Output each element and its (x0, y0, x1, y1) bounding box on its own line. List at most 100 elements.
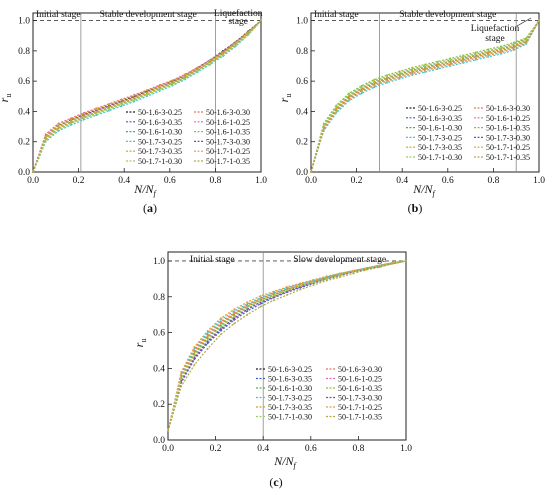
data-point (82, 115, 85, 117)
chart-panel-b: 0.0 0.2 0.4 0.6 0.8 1.0 0.0 0.2 0.4 0.6 0.8 1.0 Init… (277, 10, 545, 215)
data-point (500, 51, 502, 54)
data-point (411, 66, 414, 69)
data-point (220, 326, 222, 329)
data-point (378, 266, 381, 269)
y-axis-title: ru (132, 339, 148, 348)
data-point (259, 298, 262, 301)
data-point (246, 306, 249, 309)
legend-entry: 50-1.7-1-0.35 (206, 157, 250, 166)
data-point (233, 310, 236, 312)
y-tick-label: 0.2 (18, 138, 30, 148)
data-point (184, 74, 186, 76)
data-point (474, 53, 477, 55)
data-point (386, 77, 388, 79)
data-point (348, 99, 350, 102)
legend-entry: 50-1.6-1-0.30 (268, 384, 312, 393)
data-point (462, 57, 464, 60)
data-point (44, 134, 47, 137)
data-point (462, 60, 464, 63)
data-point (193, 346, 196, 348)
legend-entry: 50-1.6-3-0.25 (268, 365, 312, 374)
plot-frame (310, 12, 540, 173)
data-point (133, 100, 136, 103)
data-point (411, 68, 414, 70)
data-point (449, 60, 452, 63)
data-point (222, 54, 224, 57)
legend-entry: 50-1.6-1-0.35 (206, 128, 250, 137)
data-point (233, 308, 236, 311)
data-point (322, 127, 325, 129)
data-point (95, 108, 98, 111)
data-point (405, 260, 407, 262)
data-point (259, 303, 262, 305)
stage-label-initial: Initial stage (36, 10, 81, 20)
data-point (325, 275, 328, 278)
data-point (325, 278, 328, 280)
data-point (272, 299, 275, 302)
data-point (158, 86, 161, 89)
y-tick-label: 0.0 (153, 436, 165, 446)
data-point (373, 84, 376, 87)
data-point (171, 79, 174, 82)
y-tick-label: 0.6 (153, 329, 165, 339)
data-point (474, 54, 477, 57)
data-point (171, 84, 174, 86)
data-point (184, 78, 186, 80)
data-point (436, 63, 439, 66)
data-point (462, 54, 464, 57)
data-point (436, 65, 439, 67)
data-point (312, 281, 315, 284)
data-point (259, 300, 262, 303)
data-point (180, 385, 183, 388)
data-point (512, 41, 515, 44)
data-point (220, 317, 222, 320)
data-point (335, 106, 338, 108)
data-point (500, 45, 502, 48)
stage-label-liquefaction-2: stage (485, 34, 505, 44)
legend-entry: 50-1.7-3-0.30 (206, 137, 250, 146)
data-point (193, 363, 196, 366)
data-point (391, 262, 394, 265)
data-point (487, 56, 490, 58)
data-point (310, 171, 312, 173)
x-tick-label: 0.4 (396, 176, 408, 186)
legend-entry: 50-1.6-1-0.25 (486, 114, 530, 123)
legend-entry: 50-1.6-1-0.30 (138, 128, 182, 137)
y-tick-label: 0.4 (153, 364, 165, 374)
y-tick-label: 0.8 (153, 293, 165, 303)
x-tick-label: 0.4 (118, 176, 130, 186)
data-point (424, 68, 426, 70)
data-point (325, 279, 328, 282)
data-point (462, 59, 464, 61)
data-point (259, 296, 262, 299)
data-point (193, 347, 196, 350)
data-point (398, 74, 401, 77)
y-tick-label: 0.0 (296, 168, 308, 178)
data-point (70, 119, 72, 122)
data-point (525, 37, 528, 39)
legend-entry: 50-1.7-3-0.25 (138, 137, 182, 146)
legend-entry: 50-1.7-1-0.35 (486, 153, 530, 162)
data-point (386, 80, 388, 82)
data-point (57, 122, 60, 125)
data-point (373, 80, 376, 82)
data-point (220, 329, 222, 332)
data-point (146, 93, 148, 96)
data-point (335, 112, 338, 114)
liquefaction-arrow (516, 17, 532, 27)
data-point (411, 69, 414, 72)
data-point (233, 312, 236, 315)
data-point (180, 376, 183, 379)
legend-entry: 50-1.6-3-0.30 (206, 108, 250, 117)
chart-panel-a: 0.0 0.2 0.4 0.6 0.8 1.0 0.0 0.2 0.4 0.6 0.8 1.0 Init… (0, 8, 267, 215)
y-axis-title: ru (277, 94, 293, 103)
data-point (133, 94, 136, 97)
data-point (286, 294, 288, 296)
x-axis-title: N/Nf (273, 454, 297, 470)
data-point (411, 74, 414, 76)
data-point (82, 112, 85, 115)
data-point (246, 301, 249, 303)
data-point (474, 51, 477, 54)
x-tick-label: 1.0 (533, 176, 545, 186)
legend-entry: 50-1.7-3-0.35 (138, 147, 182, 156)
